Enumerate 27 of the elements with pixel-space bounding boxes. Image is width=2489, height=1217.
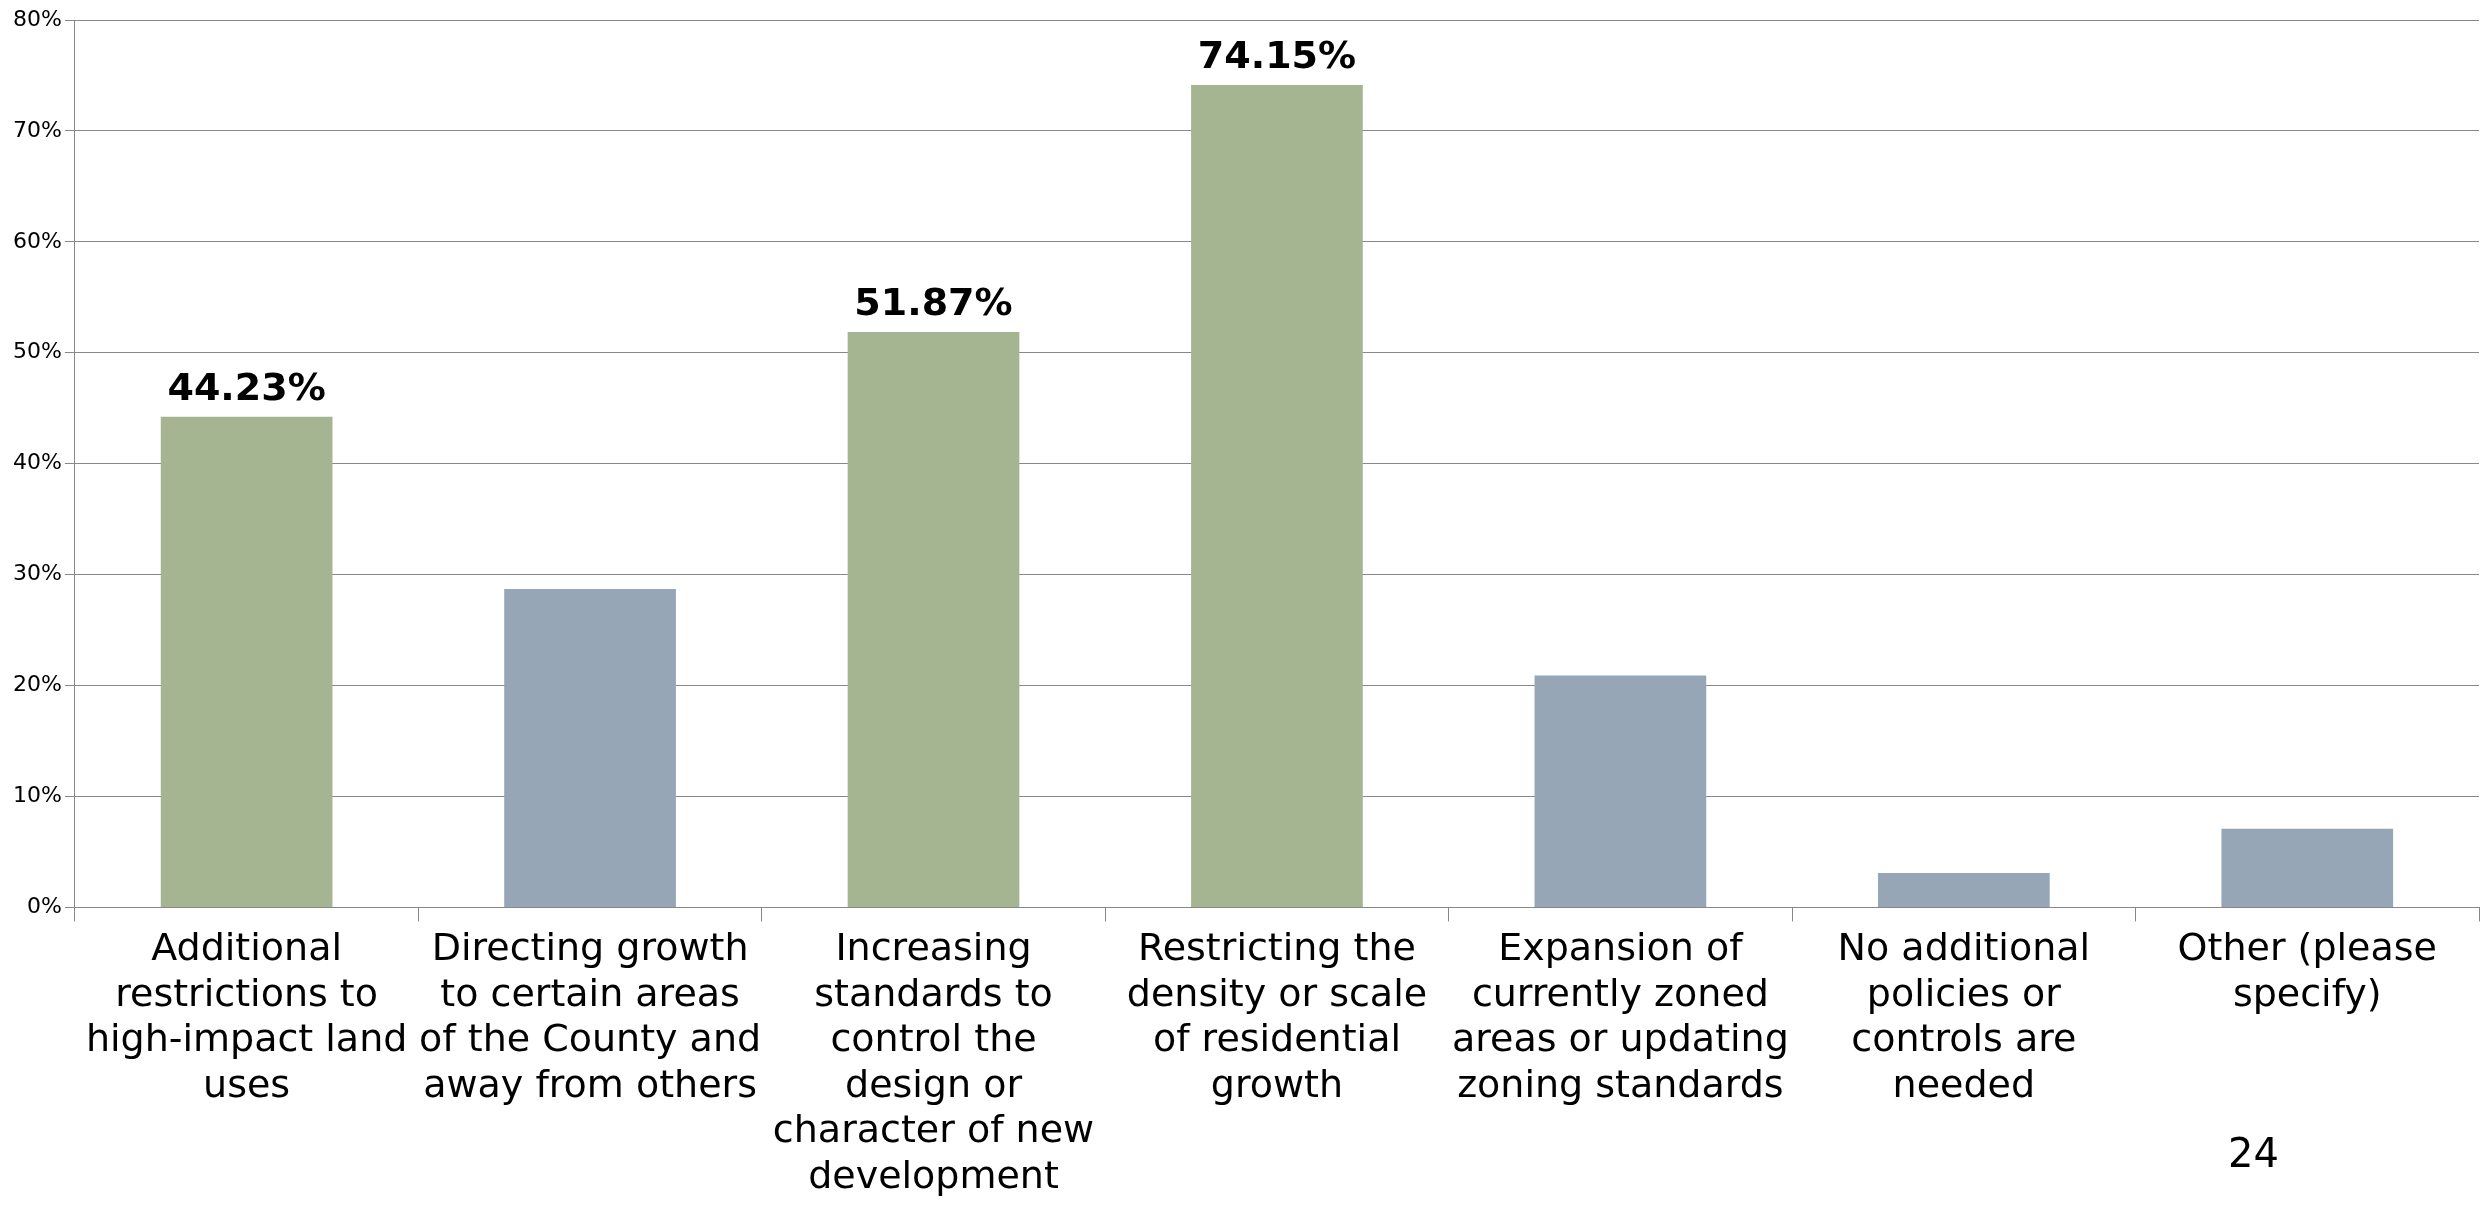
- bar: [2221, 828, 2394, 907]
- data-label: 51.87%: [854, 279, 1013, 324]
- x-tick-label: Other (please specify): [2177, 925, 2437, 1015]
- bar: [847, 332, 1020, 907]
- x-tick-label: No additional policies or controls are needed: [1837, 925, 2091, 1106]
- y-tick-label: 20%: [12, 671, 62, 697]
- x-tick-label: Increasing standards to control the design or character of new development: [772, 925, 1095, 1198]
- x-tick-label: Additional restrictions to high-impact land uses: [85, 925, 408, 1106]
- y-tick-label: 70%: [12, 116, 62, 142]
- y-tick-label: 0%: [26, 893, 62, 919]
- bar: [1534, 675, 1707, 907]
- y-tick-label: 80%: [12, 5, 62, 31]
- bar: [1877, 873, 2050, 907]
- y-tick-label: 10%: [12, 782, 62, 808]
- bar: [504, 589, 676, 907]
- y-tick-label: 40%: [12, 449, 62, 475]
- data-label: 44.23%: [167, 364, 326, 409]
- bar: [160, 416, 333, 907]
- y-tick-label: 60%: [12, 227, 62, 253]
- y-tick-label: 50%: [12, 338, 62, 364]
- x-tick-label: Restricting the density or scale of residential growth: [1126, 925, 1428, 1106]
- x-tick-label: Expansion of currently zoned areas or updating zoning standards: [1451, 925, 1789, 1106]
- text: 24: [2228, 1130, 2279, 1177]
- bar: [1191, 84, 1363, 907]
- y-tick-label: 30%: [12, 560, 62, 586]
- data-label: 74.15%: [1197, 32, 1357, 77]
- x-tick-label: Directing growth to certain areas of the County and away from others: [419, 925, 762, 1106]
